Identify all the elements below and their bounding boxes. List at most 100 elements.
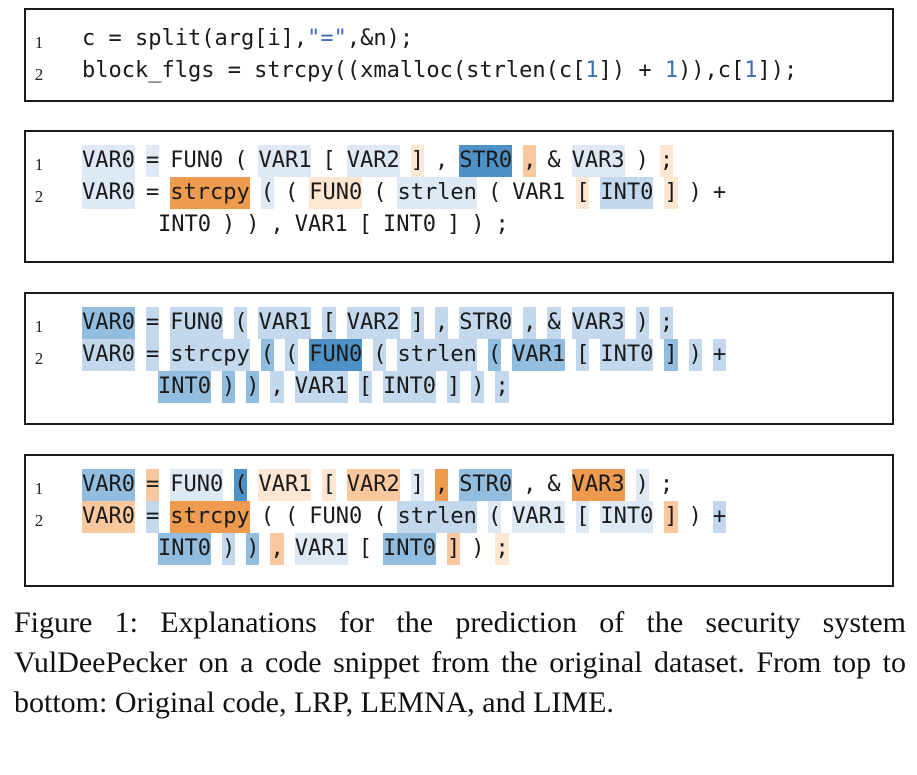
line-number: 2 <box>34 511 44 530</box>
token: ] <box>664 177 678 209</box>
token: [ <box>322 307 336 339</box>
token: ] <box>446 533 461 565</box>
lemna-explanation-box: 1 VAR0 = FUN0(VAR1[VAR2], STR0, & VAR3); 2 VA… <box>24 292 894 425</box>
lime-line-2: VAR0 = strcpy ((FUN0 (strlen (VAR1 [INT0]) + <box>82 501 727 533</box>
token: ] <box>664 339 678 371</box>
token: , <box>523 472 537 497</box>
token: , <box>434 469 449 501</box>
token: ( <box>234 148 248 173</box>
token: ( <box>487 339 502 371</box>
token: VAR1 <box>258 469 312 501</box>
token: ] <box>410 469 424 501</box>
token: ) <box>471 212 485 237</box>
token: ) <box>635 148 649 173</box>
token: INT0 <box>382 533 436 565</box>
token: ( <box>260 504 274 529</box>
token: FUN0 <box>309 504 363 529</box>
token: INT0 <box>600 501 654 533</box>
token: = <box>145 469 160 501</box>
token: FUN0 <box>170 307 224 339</box>
token: [ <box>358 371 372 403</box>
token: ( <box>234 307 248 339</box>
lime-explanation-box: 1 VAR0 = FUN0(VAR1[VAR2], STR0, & VAR3); 2 VA… <box>24 454 894 587</box>
token: ) <box>246 371 260 403</box>
token: strcpy <box>170 501 250 533</box>
token: INT0 <box>382 371 436 403</box>
token: ( <box>284 504 299 529</box>
token: = <box>145 307 160 339</box>
line-number: 2 <box>34 65 44 84</box>
original-code-box: 1 c = split(arg[i],"=",&n); 2 block_flgs… <box>24 8 894 102</box>
token: ; <box>659 307 674 339</box>
token: & <box>547 148 561 173</box>
token: ( <box>260 339 274 371</box>
token: VAR1 <box>294 533 348 565</box>
token: , <box>523 145 537 177</box>
lime-line-1: VAR0 = FUN0(VAR1[VAR2], STR0, & VAR3); <box>82 469 673 501</box>
token: VAR0 <box>82 501 135 533</box>
token: ] <box>410 145 424 177</box>
lrp-line-2-continued: INT0)), VAR1 [ INT0]); <box>158 209 509 241</box>
code-segment: ]) + <box>598 58 665 83</box>
token: , <box>434 148 449 173</box>
token: ; <box>495 212 509 237</box>
token: ; <box>495 371 509 403</box>
lemna-line-2: VAR0 = strcpy ((FUN0 (strlen (VAR1 [INT0]) + <box>82 339 727 371</box>
token: INT0 <box>158 533 211 565</box>
token: VAR3 <box>571 307 625 339</box>
token: VAR0 <box>82 145 135 177</box>
token: [ <box>358 536 372 561</box>
token: ( <box>373 180 387 205</box>
token: strcpy <box>170 177 250 209</box>
token: [ <box>358 212 372 237</box>
token: ] <box>664 501 678 533</box>
code-literal: 1 <box>744 58 758 83</box>
line-number: 1 <box>34 155 44 174</box>
token: ] <box>446 371 461 403</box>
lrp-line-1: VAR0 = FUN0(VAR1[VAR2], STR0, & VAR3); <box>82 145 674 177</box>
token: INT0 <box>158 212 211 237</box>
code-segment: block_flgs = strcpy((xmalloc(strlen(c[ <box>82 58 586 83</box>
token: ) <box>246 212 260 237</box>
token: INT0 <box>600 339 654 371</box>
token: ) <box>221 212 236 237</box>
lemna-line-1: VAR0 = FUN0(VAR1[VAR2], STR0, & VAR3); <box>82 307 674 339</box>
original-code-line-1: c = split(arg[i],"=",&n); <box>82 23 413 55</box>
token: , <box>434 307 449 339</box>
lemna-line-2-continued: INT0)), VAR1 [INT0]); <box>158 371 509 403</box>
token: ; <box>659 145 674 177</box>
token: + <box>712 180 727 205</box>
token: FUN0 <box>170 469 224 501</box>
token: ) <box>221 371 236 403</box>
line-number: 1 <box>34 33 44 52</box>
token: [ <box>576 339 590 371</box>
token: = <box>145 145 160 177</box>
token: ) <box>635 469 649 501</box>
token: [ <box>322 469 336 501</box>
token: VAR1 <box>294 371 348 403</box>
token: ( <box>373 504 387 529</box>
token: ; <box>495 533 509 565</box>
token: strlen <box>397 339 477 371</box>
token: + <box>712 339 727 371</box>
token: , <box>270 212 284 237</box>
token: ] <box>446 212 461 237</box>
code-segment: ]); <box>757 58 798 83</box>
token: FUN0 <box>309 177 363 209</box>
token: ( <box>284 339 299 371</box>
token: FUN0 <box>309 339 363 371</box>
token: VAR1 <box>512 180 566 205</box>
token: VAR2 <box>346 469 400 501</box>
token: ) <box>246 533 260 565</box>
token: VAR2 <box>346 307 400 339</box>
token: , <box>270 371 284 403</box>
token: = <box>145 501 160 533</box>
lime-line-2-continued: INT0)), VAR1 [INT0]); <box>158 533 509 565</box>
token: [ <box>576 501 590 533</box>
token: VAR2 <box>346 145 400 177</box>
token: INT0 <box>382 212 436 237</box>
token: ) <box>471 536 485 561</box>
token: VAR1 <box>294 212 348 237</box>
token: [ <box>576 177 590 209</box>
line-number: 2 <box>34 349 44 368</box>
